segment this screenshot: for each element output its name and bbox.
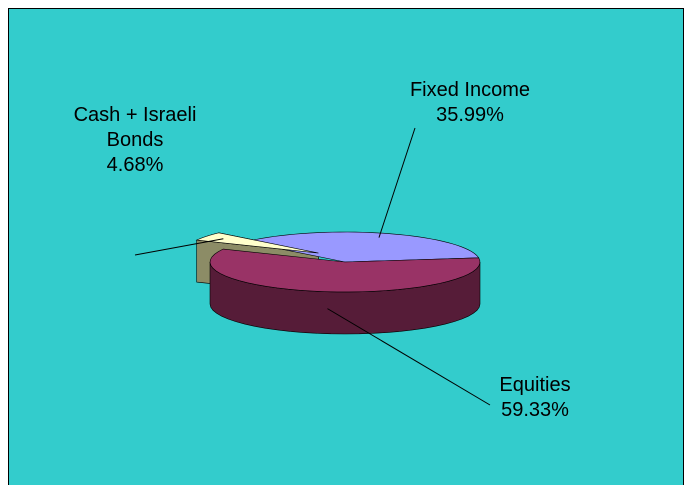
leader-line (378, 127, 416, 238)
category-label: Fixed Income (409, 79, 531, 101)
pie-tops (195, 231, 481, 293)
category-label: Cash + Israeli Bonds (73, 104, 197, 151)
category-label: Equities (499, 374, 571, 396)
value-label: 35.99% (436, 104, 504, 126)
slice-label: Fixed Income 35.99% (400, 78, 540, 128)
slice (209, 248, 481, 293)
slice-label: Equities 59.33% (470, 373, 600, 423)
slice-label: Cash + Israeli Bonds 4.68% (70, 103, 200, 178)
leader-line (134, 238, 224, 256)
value-label: 59.33% (501, 399, 569, 421)
slice (195, 232, 319, 254)
slice (245, 231, 480, 263)
leader-line (327, 308, 491, 406)
value-label: 4.68% (106, 154, 164, 176)
